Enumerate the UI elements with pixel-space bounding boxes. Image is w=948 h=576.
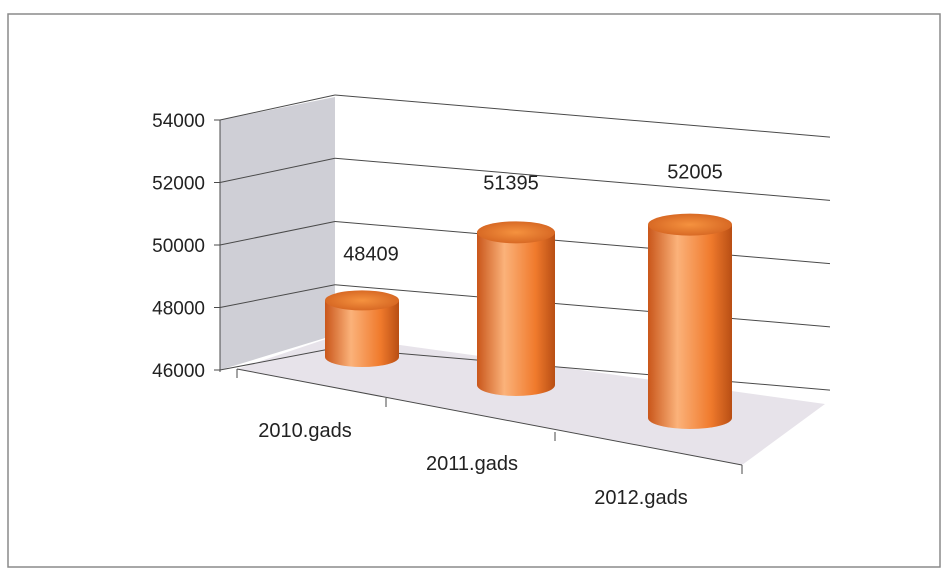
gridline (334, 157, 831, 201)
x-axis-line (236, 368, 743, 466)
data-label: 48409 (343, 243, 399, 265)
bar-top (648, 213, 732, 236)
x-category-label: 2010.gads (258, 420, 351, 442)
gridlines (214, 94, 831, 391)
gridline (219, 94, 336, 121)
gridline (334, 221, 831, 265)
gridline (334, 284, 831, 328)
y-tick-label: 48000 (152, 299, 205, 320)
gridline (219, 284, 336, 308)
bar-body (648, 224, 732, 429)
y-tick-label: 46000 (152, 361, 205, 382)
bar-body (477, 232, 555, 396)
floor-plane (237, 336, 825, 465)
gridline (219, 157, 336, 183)
data-label: 51395 (483, 172, 539, 194)
data-label: 52005 (667, 162, 723, 184)
gridline (334, 347, 831, 391)
x-axis-ticks (236, 369, 743, 474)
bar-2012.gads (648, 213, 732, 429)
x-category-label: 2012.gads (594, 487, 687, 509)
gridline (219, 347, 336, 371)
gridline (334, 94, 831, 138)
chart-border (7, 13, 941, 568)
data-labels: 48409 51395 52005 (343, 162, 723, 266)
x-category-label: 2011.gads (426, 453, 518, 475)
y-tick-label: 50000 (152, 236, 205, 257)
y-tick-label: 52000 (152, 174, 205, 195)
bars (325, 213, 732, 429)
y-tick-label: 54000 (152, 111, 205, 132)
x-axis-category-labels: 2010.gads 2011.gads 2012.gads (258, 420, 687, 509)
bar-2011.gads (477, 221, 555, 396)
gridline (219, 221, 336, 246)
bar-top (325, 290, 399, 311)
bar-body (325, 300, 399, 367)
bar-2010.gads (325, 290, 399, 367)
y-axis-tick-labels: 46000 48000 50000 52000 54000 (152, 111, 205, 382)
bar-top (477, 221, 555, 244)
